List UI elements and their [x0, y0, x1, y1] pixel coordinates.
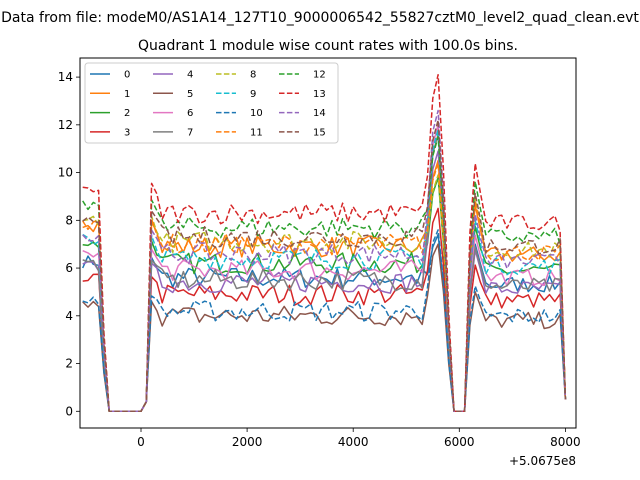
series-line-15 — [82, 119, 567, 413]
legend-label-9: 9 — [250, 89, 256, 100]
series-line-5 — [82, 243, 567, 413]
legend-label-10: 10 — [250, 108, 263, 119]
chart-suptitle: Data from file: modeM0/AS1A14_127T10_900… — [1, 10, 639, 26]
legend-label-2: 2 — [124, 108, 130, 119]
x-tick-label: 6000 — [444, 435, 475, 449]
legend-label-1: 1 — [124, 89, 130, 100]
legend-label-0: 0 — [124, 70, 130, 81]
series-line-11 — [82, 162, 567, 413]
series-line-14 — [82, 109, 567, 413]
legend-box — [84, 62, 339, 144]
y-tick-label: 4 — [65, 309, 73, 323]
x-tick-label: 2000 — [232, 435, 263, 449]
x-tick-label: 0 — [137, 435, 145, 449]
y-tick-label: 0 — [65, 404, 73, 418]
y-tick-label: 12 — [58, 118, 73, 132]
series-line-9 — [82, 128, 567, 413]
series-line-2 — [82, 176, 567, 413]
legend-label-4: 4 — [187, 70, 193, 81]
y-tick-label: 10 — [58, 166, 73, 180]
x-tick-label: 8000 — [550, 435, 581, 449]
series-line-13 — [82, 73, 567, 413]
series-line-3 — [82, 207, 567, 413]
legend-label-11: 11 — [250, 127, 263, 138]
legend-label-12: 12 — [313, 70, 326, 81]
legend-label-6: 6 — [187, 108, 193, 119]
y-tick-label: 14 — [58, 70, 73, 84]
series-line-4 — [82, 150, 567, 413]
legend-label-5: 5 — [187, 89, 193, 100]
series-line-10 — [82, 229, 567, 413]
plot-frame — [79, 57, 577, 429]
series-line-1 — [82, 159, 567, 413]
legend-label-14: 14 — [313, 108, 326, 119]
series-line-7 — [82, 133, 567, 413]
x-tick-label: 4000 — [338, 435, 369, 449]
x-offset-label: +5.0675e8 — [509, 454, 576, 468]
chart-title: Quadrant 1 module wise count rates with … — [138, 38, 518, 54]
legend-label-7: 7 — [187, 127, 193, 138]
legend-label-15: 15 — [313, 127, 326, 138]
y-tick-label: 6 — [65, 261, 73, 275]
plot-lines — [82, 73, 567, 413]
series-line-12 — [82, 136, 567, 413]
y-tick-label: 2 — [65, 357, 73, 371]
legend-label-13: 13 — [313, 89, 326, 100]
legend-label-8: 8 — [250, 70, 256, 81]
legend-label-3: 3 — [124, 127, 130, 138]
y-tick-label: 8 — [65, 213, 73, 227]
